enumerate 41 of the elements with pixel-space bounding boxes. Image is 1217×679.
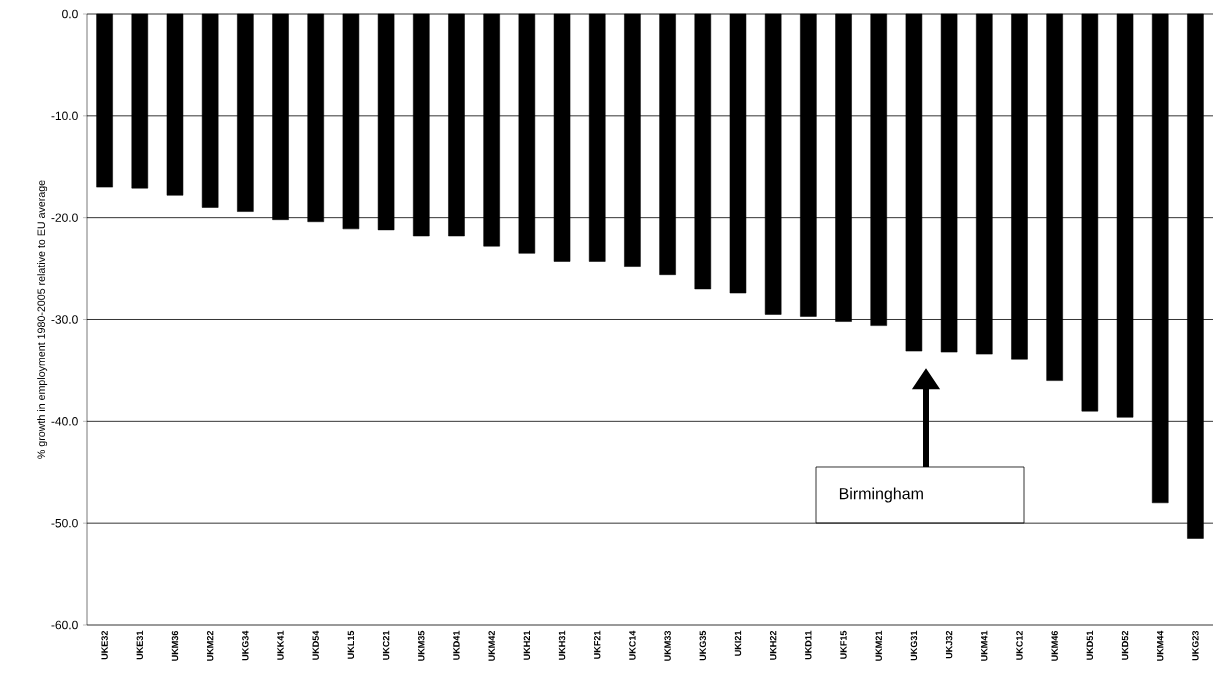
x-tick-label: UKM35 bbox=[418, 630, 425, 661]
x-tick-label: UKM36 bbox=[171, 630, 179, 661]
x-tick-label: UKG31 bbox=[910, 630, 918, 661]
x-tick-label: UKG23 bbox=[1192, 630, 1199, 661]
x-tick-label: UKM22 bbox=[206, 630, 214, 661]
x-tick-label: UKL15 bbox=[347, 630, 355, 659]
x-tick-label: UKM21 bbox=[875, 630, 882, 661]
y-tick-label: -40.0 bbox=[51, 417, 78, 426]
x-tick-label: UKD41 bbox=[453, 630, 460, 660]
x-tick-label: UKE32 bbox=[101, 630, 108, 660]
annotation: Birmingham bbox=[839, 487, 923, 503]
x-tick-label: UKI21 bbox=[734, 630, 742, 656]
x-tick-label: UKD51 bbox=[1086, 630, 1094, 660]
x-tick-label: UKG35 bbox=[699, 630, 707, 661]
x-tick-label: UKF21 bbox=[594, 630, 601, 659]
x-tick-label: UKM46 bbox=[1051, 630, 1058, 661]
x-tick-label: UKM33 bbox=[664, 630, 671, 661]
x-tick-label: UKM41 bbox=[981, 630, 988, 661]
x-tick-label: UKH22 bbox=[769, 630, 777, 660]
y-tick-label: -50.0 bbox=[51, 518, 78, 528]
y-tick-label: -60.0 bbox=[51, 620, 78, 630]
x-tick-label: UKK41 bbox=[277, 630, 284, 660]
y-tick-label: -10.0 bbox=[51, 111, 78, 121]
x-tick-label: UKG34 bbox=[242, 630, 249, 661]
x-tick-label: UKJ32 bbox=[945, 630, 953, 659]
x-tick-label: UKC14 bbox=[629, 630, 636, 660]
x-tick-label: UKH21 bbox=[523, 630, 531, 660]
x-tick-label: UKD54 bbox=[312, 630, 319, 660]
x-tick-label: UKM42 bbox=[488, 630, 495, 661]
x-tick-label: UKM44 bbox=[1157, 630, 1164, 661]
x-tick-label: UKH31 bbox=[558, 630, 566, 660]
y-tick-label: -20.0 bbox=[51, 213, 78, 222]
x-tick-label: UKC12 bbox=[1016, 630, 1023, 660]
y-axis-title: % growth in employment 1980-2005 relative to EU average bbox=[37, 180, 48, 459]
x-tick-label: UKD11 bbox=[805, 630, 812, 660]
y-tick-label: 0.0 bbox=[62, 9, 78, 19]
x-tick-label: UKD52 bbox=[1121, 630, 1129, 660]
x-tick-label: UKF15 bbox=[840, 630, 847, 659]
x-tick-label: UKC21 bbox=[382, 630, 390, 660]
x-tick-label: UKE31 bbox=[136, 630, 143, 660]
y-tick-label: -30.0 bbox=[51, 315, 78, 324]
